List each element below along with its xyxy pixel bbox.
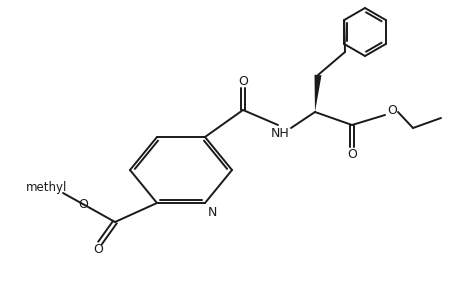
Text: NH: NH xyxy=(270,127,289,140)
Text: O: O xyxy=(238,74,247,88)
Text: methyl: methyl xyxy=(26,182,67,194)
Polygon shape xyxy=(314,75,321,112)
Text: O: O xyxy=(386,103,396,116)
Text: N: N xyxy=(207,206,216,218)
Text: O: O xyxy=(78,197,88,211)
Text: O: O xyxy=(93,244,103,256)
Text: O: O xyxy=(346,148,356,160)
